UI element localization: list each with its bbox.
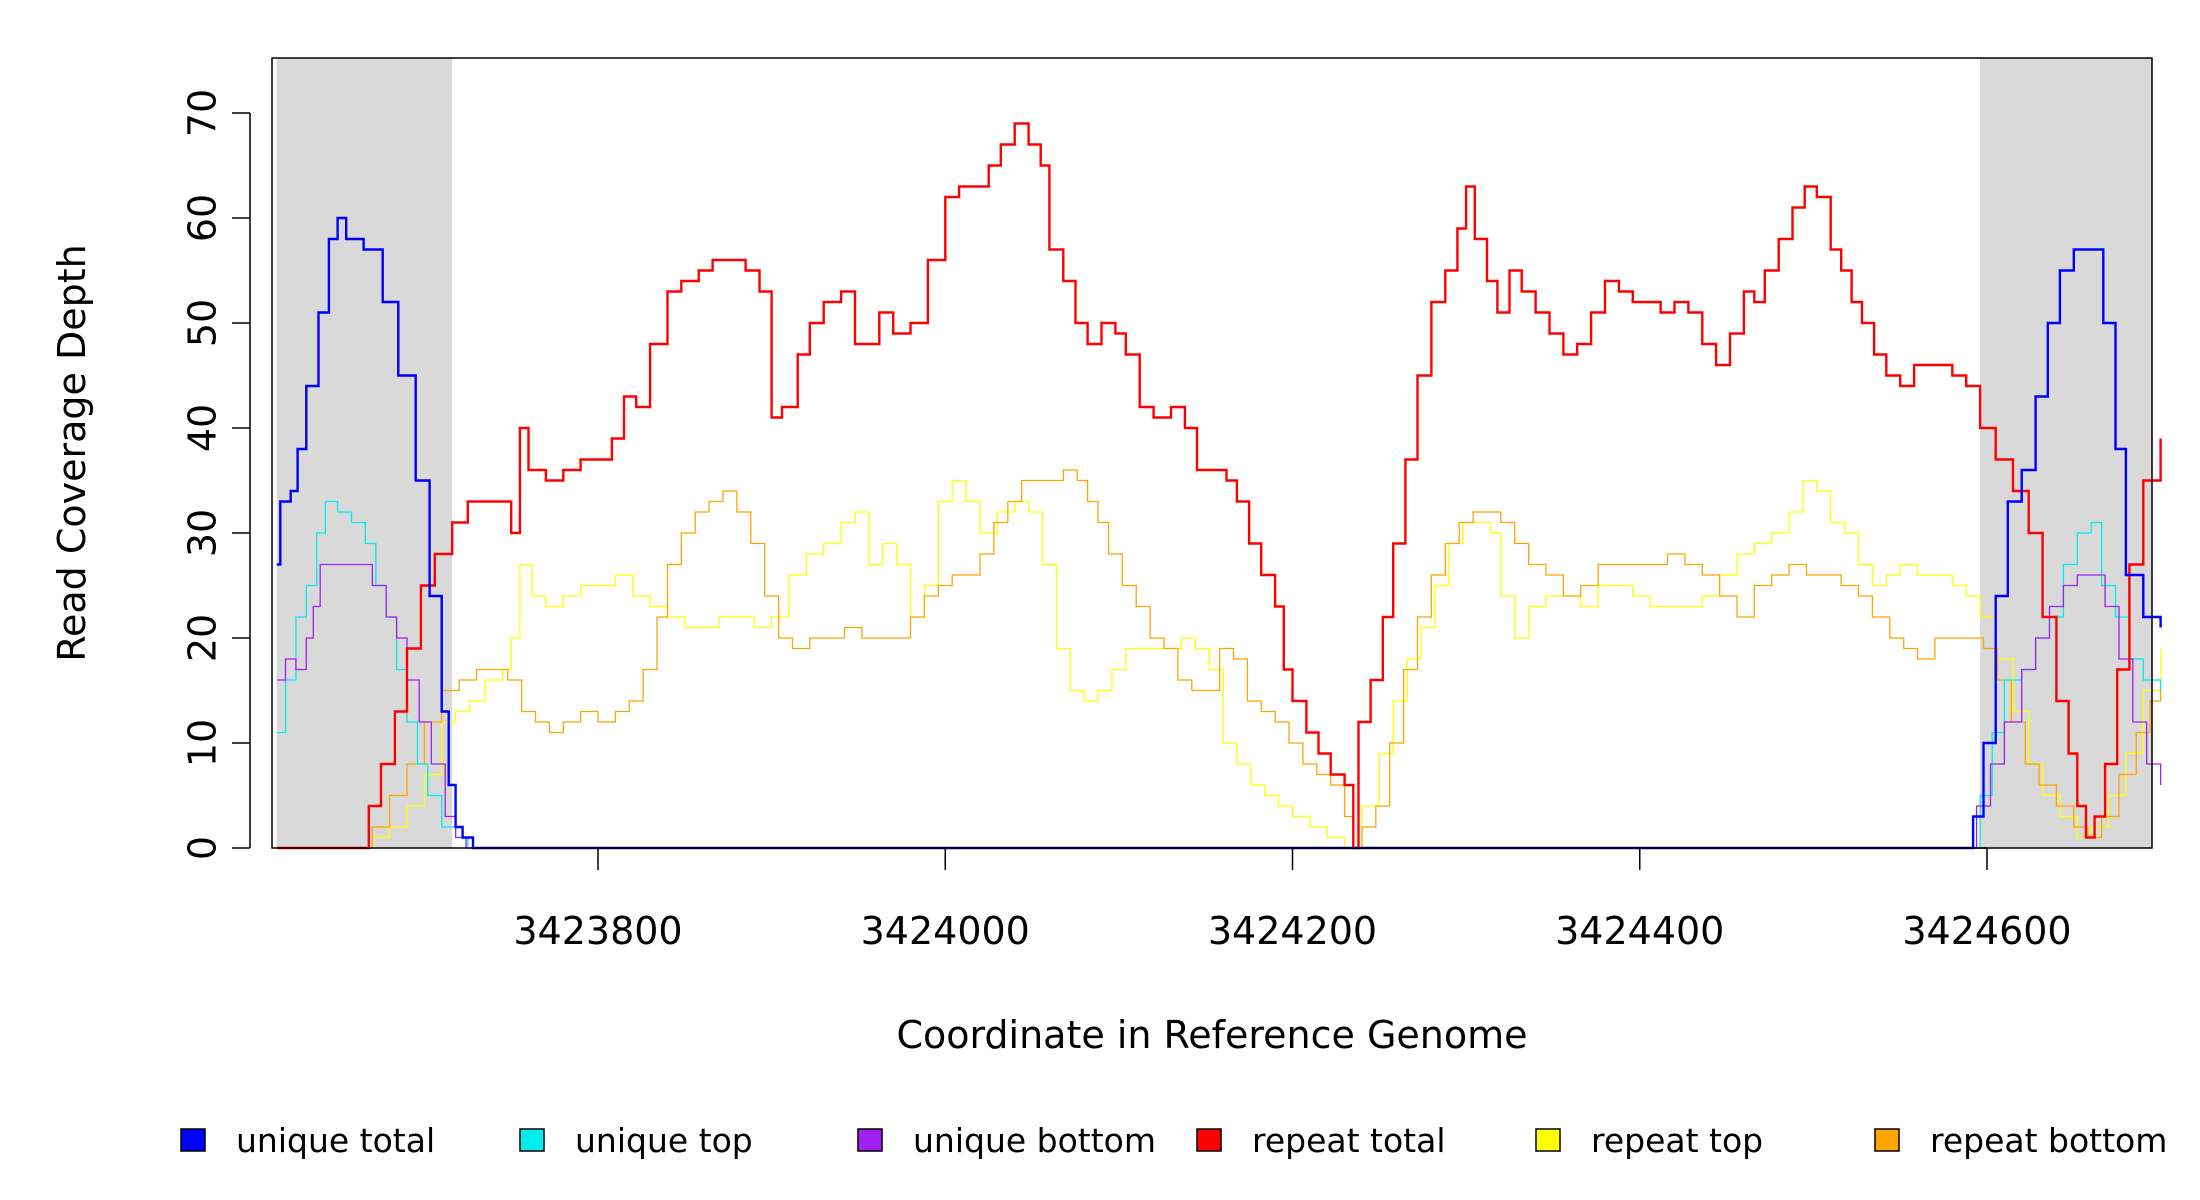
y-tick-label: 50 [181, 299, 225, 347]
legend-swatch [1196, 1128, 1222, 1152]
series-repeat-bottom [276, 469, 2162, 849]
legend-label: repeat top [1591, 1121, 1763, 1160]
legend-item-unique-total: unique total [180, 1121, 435, 1160]
legend-label: repeat bottom [1930, 1121, 2167, 1160]
x-tick-label: 3423800 [513, 909, 682, 953]
y-tick-label: 20 [181, 614, 225, 662]
y-axis-title: Read Coverage Depth [50, 244, 94, 661]
y-tick-label: 30 [181, 509, 225, 557]
legend-label: unique bottom [913, 1121, 1156, 1160]
legend-label: unique total [236, 1121, 435, 1160]
x-tick-label: 3424600 [1902, 909, 2071, 953]
y-tick-label: 10 [181, 719, 225, 767]
y-tick-label: 40 [181, 404, 225, 452]
legend-item-unique-bottom: unique bottom [857, 1121, 1156, 1160]
y-tick-label: 60 [181, 194, 225, 242]
x-tick-label: 3424200 [1208, 909, 1377, 953]
legend-label: repeat total [1252, 1121, 1446, 1160]
y-tick-label: 70 [181, 89, 225, 137]
x-ticks: 3423800 3424000 3424200 3424400 3424600 [513, 848, 2072, 953]
x-tick-label: 3424400 [1555, 909, 1724, 953]
shaded-regions [276, 58, 2152, 848]
legend-swatch [519, 1128, 545, 1152]
y-tick-label: 0 [181, 836, 225, 860]
shaded-region-1 [276, 58, 453, 848]
series-unique-total [276, 216, 2162, 850]
plot-frame [271, 57, 2153, 849]
legend-item-unique-top: unique top [519, 1121, 753, 1160]
x-tick-label: 3424000 [861, 909, 1030, 953]
legend: unique total unique top unique bottom repea… [180, 1121, 2167, 1160]
series-unique-top [276, 500, 2162, 849]
series-repeat-total [276, 122, 2162, 850]
legend-swatch [857, 1128, 883, 1152]
legend-item-repeat-top: repeat top [1535, 1121, 1763, 1160]
legend-item-repeat-bottom: repeat bottom [1874, 1121, 2167, 1160]
legend-item-repeat-total: repeat total [1196, 1121, 1446, 1160]
legend-swatch [180, 1128, 206, 1152]
y-ticks: 0 10 20 30 40 50 60 70 [181, 89, 250, 860]
x-axis-title: Coordinate in Reference Genome [896, 1013, 1527, 1057]
series-lines [276, 122, 2162, 850]
legend-swatch [1874, 1128, 1900, 1152]
legend-swatch [1535, 1128, 1561, 1152]
legend-label: unique top [575, 1121, 753, 1160]
series-repeat-top [276, 479, 2162, 849]
shaded-region-2 [1980, 58, 2152, 848]
